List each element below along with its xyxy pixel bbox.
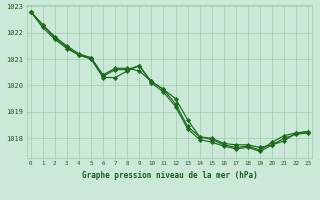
X-axis label: Graphe pression niveau de la mer (hPa): Graphe pression niveau de la mer (hPa) <box>82 171 257 180</box>
